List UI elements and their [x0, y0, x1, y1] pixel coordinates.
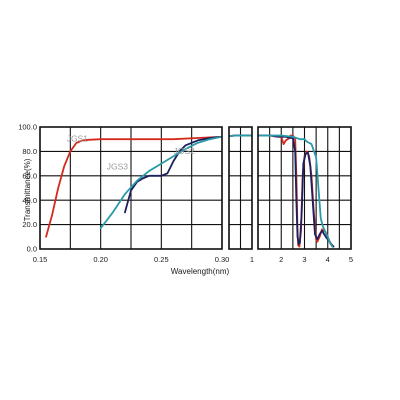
x-tick-label: 0.20 — [93, 255, 108, 264]
series-line-jgs3 — [99, 135, 222, 230]
series-line-jgs2 — [258, 134, 335, 248]
x-tick-label: 3 — [302, 255, 306, 264]
panel-frames — [39, 126, 352, 250]
y-tick-label: 0.0 — [27, 245, 37, 254]
series-label-jgs1: JGS1 — [67, 134, 89, 144]
x-tick-label: 5 — [349, 255, 353, 264]
series-label-jgs2: JGS2 — [173, 146, 195, 156]
grid — [39, 126, 352, 250]
series-line-jgs1 — [45, 135, 222, 238]
y-tick-label: 60.0 — [22, 171, 37, 180]
x-tick-label: 0.30 — [215, 255, 230, 264]
panel-frame — [257, 126, 352, 250]
x-tick-label: 0.25 — [154, 255, 169, 264]
x-tick-label: 4 — [326, 255, 330, 264]
labels: 0.0 20.0 40.0 60.0 80.0 100.0 0.15 0.20 0.25 0.30… — [18, 123, 353, 264]
series-group — [45, 134, 335, 248]
panel-frame — [228, 126, 253, 250]
x-tick-label: 1 — [250, 255, 254, 264]
y-tick-label: 20.0 — [22, 220, 37, 229]
series-line-jgs3 — [229, 134, 252, 138]
y-tick-label: 80.0 — [22, 147, 37, 156]
y-axis-title: Transmittance(%) — [23, 158, 32, 221]
panel-frame — [39, 126, 223, 250]
y-tick-label: 40.0 — [22, 196, 37, 205]
series-line-jgs3 — [258, 134, 334, 248]
x-tick-label: 0.15 — [33, 255, 48, 264]
series-line-jgs1 — [258, 134, 334, 248]
x-axis-title: Wavelength(nm) — [171, 267, 230, 276]
y-tick-label: 100.0 — [18, 123, 37, 132]
series-label-jgs3: JGS3 — [107, 162, 129, 172]
x-tick-label: 2 — [279, 255, 283, 264]
